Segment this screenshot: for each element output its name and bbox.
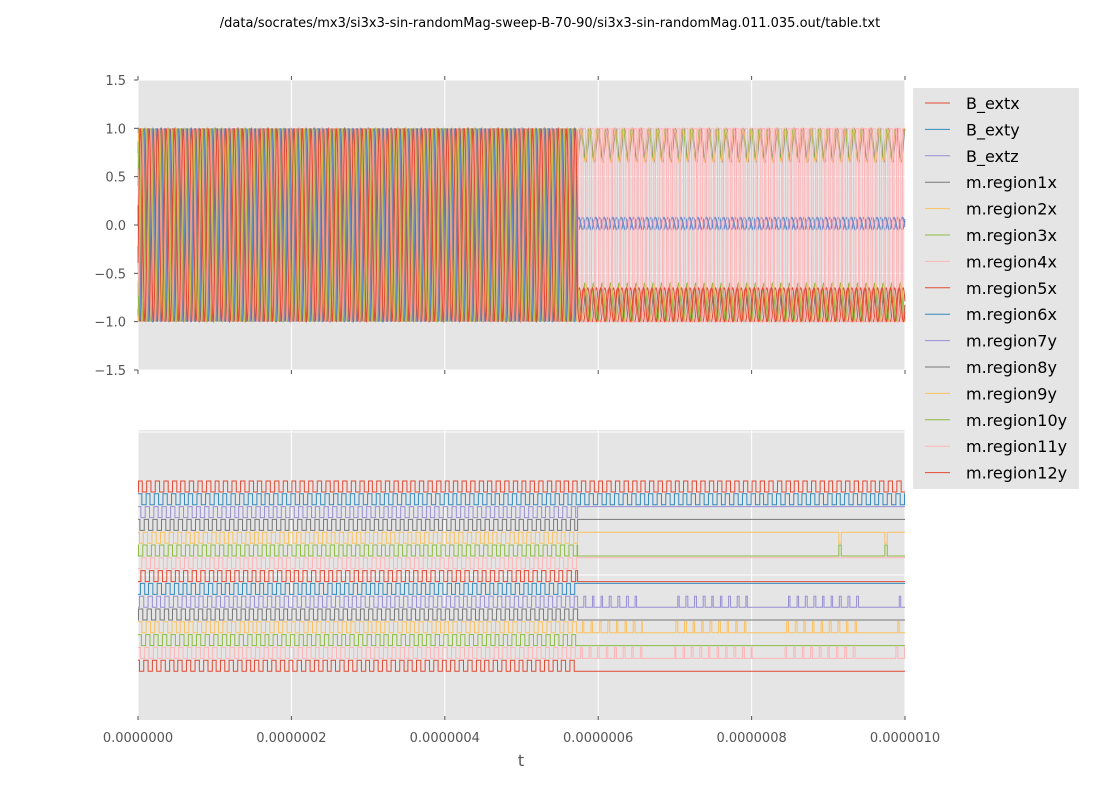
top-y-ticks: 1.5 1.0 0.5 0.0 −0.5 −1.0 −1.5	[94, 74, 138, 379]
series-line-m.region11y	[137, 127, 905, 323]
digital-trace	[138, 570, 905, 583]
legend-entry-B_extz: B_extz	[966, 147, 1019, 167]
legend-entry-m.region12y: m.region12y	[966, 464, 1067, 483]
bottom-axes: 0.0000000 0.0000002 0.0000004 0.0000006 0.00…	[103, 430, 940, 770]
series-line-m.region12y	[137, 126, 906, 324]
digital-trace	[138, 506, 905, 519]
legend: B_extx B_exty B_extz m.region1x m.region2x m.…	[913, 88, 1079, 489]
series-line-m.region10y	[137, 126, 906, 324]
legend-entry-m.region9y: m.region9y	[966, 384, 1057, 403]
x-tick-label: 0.0000000	[103, 731, 173, 746]
legend-entry-m.region1x: m.region1x	[966, 173, 1057, 192]
legend-entry-B_exty: B_exty	[966, 120, 1020, 140]
digital-trace	[137, 480, 905, 493]
bottom-grid	[137, 430, 906, 720]
digital-trace	[138, 518, 905, 531]
x-axis-label: t	[518, 751, 524, 770]
y-tick-label: 0.0	[105, 219, 126, 234]
x-tick-label: 0.0000010	[870, 731, 940, 746]
legend-entry-m.region7y: m.region7y	[966, 332, 1057, 351]
digital-trace	[138, 493, 906, 506]
legend-entry-B_extx: B_extx	[966, 94, 1020, 114]
legend-entry-m.region5x: m.region5x	[966, 279, 1057, 298]
top-x-tick-marks	[137, 76, 906, 374]
digital-trace	[138, 582, 905, 595]
legend-entry-m.region10y: m.region10y	[966, 411, 1067, 430]
digital-trace	[137, 544, 905, 557]
y-tick-label: 1.0	[105, 122, 126, 137]
x-tick-label: 0.0000002	[256, 731, 326, 746]
bottom-x-ticks: 0.0000000 0.0000002 0.0000004 0.0000006 0.00…	[103, 716, 940, 746]
series-line-m.region5x	[137, 126, 906, 324]
y-tick-label: −1.0	[94, 316, 126, 331]
y-tick-label: −0.5	[94, 267, 126, 282]
x-tick-label: 0.0000004	[410, 731, 480, 746]
y-tick-label: 1.5	[105, 74, 126, 89]
x-tick-label: 0.0000008	[716, 731, 786, 746]
digital-trace	[137, 608, 905, 621]
series-line-m.region4x	[137, 126, 905, 324]
legend-entry-m.region6x: m.region6x	[966, 305, 1057, 324]
digital-trace	[138, 646, 906, 659]
legend-background	[913, 88, 1079, 489]
legend-entry-m.region3x: m.region3x	[966, 226, 1057, 245]
legend-entry-m.region8y: m.region8y	[966, 358, 1057, 377]
legend-entry-m.region2x: m.region2x	[966, 200, 1057, 219]
digital-trace	[138, 557, 905, 570]
digital-trace	[138, 634, 905, 647]
bottom-trace-lines	[137, 480, 906, 672]
legend-entry-m.region4x: m.region4x	[966, 252, 1057, 271]
top-series-lines	[137, 126, 906, 324]
digital-trace	[138, 659, 905, 672]
digital-trace	[138, 531, 905, 544]
figure-title: /data/socrates/mx3/si3x3-sin-randomMag-s…	[220, 16, 880, 31]
legend-entry-m.region11y: m.region11y	[966, 437, 1067, 456]
y-tick-label: 0.5	[105, 171, 126, 186]
digital-trace	[138, 621, 905, 634]
y-tick-label: −1.5	[94, 364, 126, 379]
x-tick-label: 0.0000006	[563, 731, 633, 746]
digital-trace	[138, 595, 905, 608]
top-axes: 1.5 1.0 0.5 0.0 −0.5 −1.0 −1.5	[94, 74, 906, 379]
